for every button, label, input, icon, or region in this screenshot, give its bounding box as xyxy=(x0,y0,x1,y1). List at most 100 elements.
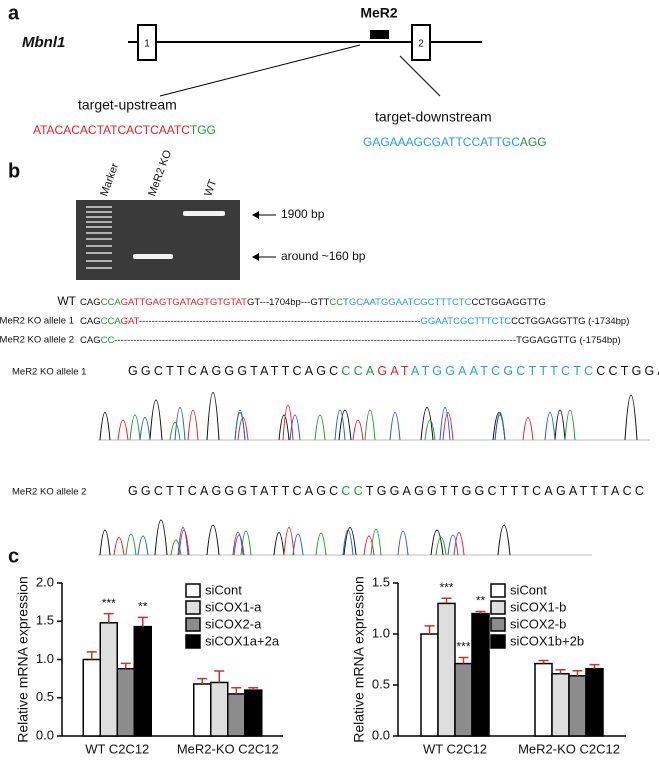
called-sequence: GGCTTCAGGGTATTCAGCCCAGATATGGAATCGCTTTCTC… xyxy=(128,364,659,378)
gene-name: Mbnl1 xyxy=(22,34,65,51)
bar xyxy=(82,658,101,737)
row-label: MeR2 KO allele 2 xyxy=(12,487,86,498)
error-bar xyxy=(214,670,225,683)
sequence-segment: GATTGAGTGATAGTGTGTAT xyxy=(121,297,248,308)
sequence-segment: ----------------------------------------… xyxy=(114,335,516,346)
alignment: WT CAGCCAGATTGAGTGATAGTGTGTATGT---1704bp-… xyxy=(0,294,629,345)
exon-label: 1 xyxy=(144,39,150,50)
x-tick-label: WT C2C12 xyxy=(85,741,149,756)
exon xyxy=(411,24,431,61)
guide-sequence: ATACACACTATCACTCAATCTGG xyxy=(33,123,216,137)
sequence-segment: GCAATGGAATCGCTTTCTC xyxy=(349,297,472,308)
aligned-sequence: CAGCCAGAT-------------------------------… xyxy=(80,316,629,327)
sequence-segment: GGCTTCAGGGTATTCAGC xyxy=(128,484,341,498)
legend-label: siCOX1b+2b xyxy=(510,633,584,648)
legend-swatch xyxy=(490,600,506,615)
pointer-line xyxy=(399,55,441,97)
aligned-sequence: CAGCC-----------------------------------… xyxy=(80,335,621,346)
error-bar xyxy=(441,597,452,604)
sequence-segment: GGAATCGCTTTCTC xyxy=(421,316,512,327)
error-bar xyxy=(475,610,486,614)
panel-label: a xyxy=(8,2,20,24)
aligned-sequence: CAGCCAGATTGAGTGATAGTGTGTATGT---1704bp---… xyxy=(80,297,546,308)
sequence-segment: CC xyxy=(341,484,365,498)
gel-band xyxy=(133,254,173,259)
legend-label: siCOX1-b xyxy=(510,599,566,614)
y-axis-label: Relative mRNA expression xyxy=(351,576,367,743)
bar xyxy=(551,673,570,737)
row-label: WT xyxy=(57,294,76,308)
sequence-segment: ATACACACTATCACTCAATC xyxy=(33,123,190,137)
sequence-segment: GAT xyxy=(377,364,410,378)
panel-label: b xyxy=(8,160,20,182)
y-axis-label: Relative mRNA expression xyxy=(15,576,31,743)
bar xyxy=(133,625,152,737)
sequence-segment: CCTGGAGGTTG (-1734bp) xyxy=(511,316,629,327)
lane-label: WT xyxy=(202,178,219,198)
chromatograms: MeR2 KO allele 1 GGCTTCAGGGTATTCAGCCCAGAT… xyxy=(12,364,659,498)
sequence-segment: CCA xyxy=(341,364,377,378)
ladder xyxy=(86,206,112,269)
sequence-segment: GAT xyxy=(121,316,140,327)
bar xyxy=(99,622,118,737)
error-bar xyxy=(86,651,97,660)
lane-label: MeR2 KO xyxy=(146,148,174,198)
legend-label: siCOX1-a xyxy=(205,599,262,614)
sequence-segment: CCA xyxy=(101,316,122,327)
exon xyxy=(137,24,157,61)
sequence-segment: CAG xyxy=(80,335,101,346)
y-tick-label: 1.0 xyxy=(36,651,54,666)
bar xyxy=(471,612,490,737)
legend-label: siCOX2-b xyxy=(510,616,566,631)
bar xyxy=(210,681,229,737)
error-bar xyxy=(538,659,549,664)
legend-swatch xyxy=(185,617,201,632)
sequence-segment: CCTGGAGGTTG xyxy=(471,297,545,308)
arrow-head xyxy=(252,211,259,219)
guide-sequence: GAGAAAGCGATTCCATTGCAGG xyxy=(363,135,547,149)
bar xyxy=(585,667,604,737)
legend-label: siCont xyxy=(205,582,242,597)
arrow-head xyxy=(252,253,259,261)
row-label: MeR2 KO allele 1 xyxy=(0,316,74,327)
bar xyxy=(534,662,553,737)
element-label: MeR2 xyxy=(360,5,398,21)
sequence-segment: ATGGAATCGCTTTCTC xyxy=(411,364,596,378)
error-bar xyxy=(555,668,566,674)
element-box xyxy=(370,30,389,39)
sequence-segment: ----------------------------------------… xyxy=(139,316,421,327)
sequence-segment: GAGAAAGCGATTCCATTGC xyxy=(363,135,520,149)
y-tick-label: 0.5 xyxy=(36,689,54,704)
y-tick-label: 1.5 xyxy=(36,613,54,628)
exon-label: 2 xyxy=(418,39,424,50)
sequence-segment: TGG xyxy=(190,123,216,137)
x-tick-label: MeR2-KO C2C12 xyxy=(518,741,620,756)
sequence-segment: TGGAGGTTGGCTTTCAGATTTACC xyxy=(366,484,647,498)
error-bar xyxy=(589,663,600,669)
bar xyxy=(193,683,212,737)
sequence-segment: GGCTTCAGGGTATTCAGC xyxy=(128,364,341,378)
significance-label: ** xyxy=(476,594,486,608)
trace xyxy=(98,392,650,441)
y-tick-label: 2.0 xyxy=(36,574,54,589)
sequence-segment: CCTGGAGG xyxy=(596,364,659,378)
error-bar xyxy=(120,662,131,669)
gel-band xyxy=(183,211,225,216)
significance-label: *** xyxy=(439,580,453,594)
sequence-segment: GT---1704bp---GTT xyxy=(247,297,330,308)
legend-label: siCont xyxy=(510,582,547,597)
legend-label: siCOX2-a xyxy=(205,616,262,631)
legend-label: siCOX1a+2a xyxy=(205,633,280,648)
sequence-segment: CAG xyxy=(80,316,101,327)
error-bar xyxy=(197,677,208,684)
bar xyxy=(454,662,473,737)
bar xyxy=(420,633,439,737)
error-bar xyxy=(137,616,148,627)
legend-swatch xyxy=(490,583,506,598)
bar xyxy=(437,602,456,737)
y-tick-label: 0.0 xyxy=(36,727,54,742)
called-sequence: GGCTTCAGGGTATTCAGCCCTGGAGGTTGGCTTTCAGATT… xyxy=(128,484,647,498)
error-bar xyxy=(572,669,583,676)
error-bar xyxy=(458,656,469,664)
legend-swatch xyxy=(490,617,506,632)
